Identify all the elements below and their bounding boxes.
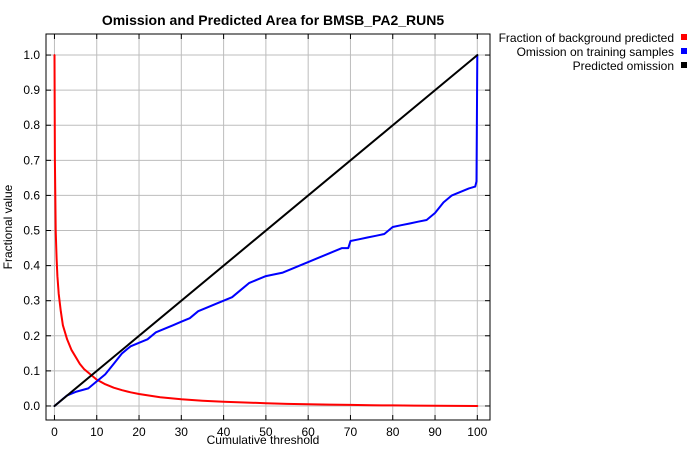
y-tick-label: 0.9 (23, 83, 40, 97)
legend-label: Predicted omission (573, 59, 674, 73)
y-tick-label: 1.0 (23, 48, 40, 62)
plot-frame (45, 33, 491, 421)
y-tick-label: 0.6 (23, 188, 40, 202)
legend-label: Fraction of background predicted (499, 31, 674, 45)
y-tick-label: 0.3 (23, 294, 40, 308)
y-tick-label: 0.5 (23, 224, 40, 238)
x-tick-label: 0 (51, 425, 58, 439)
x-tick-label: 20 (132, 425, 146, 439)
legend: Fraction of background predictedOmission… (499, 31, 687, 73)
x-tick-label: 60 (301, 425, 315, 439)
x-tick-label: 40 (217, 425, 231, 439)
series-line-1 (53, 54, 479, 407)
legend-label: Omission on training samples (517, 45, 674, 59)
series-line-2 (53, 54, 479, 407)
y-axis-label: Fractional value (1, 184, 15, 269)
x-tick-label: 50 (259, 425, 273, 439)
x-tick-label: 10 (90, 425, 104, 439)
y-tick-label: 0.8 (23, 118, 40, 132)
legend-swatch (681, 48, 687, 54)
legend-swatch (681, 62, 687, 68)
chart-title: Omission and Predicted Area for BMSB_PA2… (102, 12, 445, 28)
x-tick-label: 70 (344, 425, 358, 439)
x-tick-label: 30 (175, 425, 189, 439)
legend-swatch (681, 34, 687, 40)
y-tick-label: 0.4 (23, 259, 40, 273)
series-layer (53, 54, 479, 407)
x-tick-label: 80 (386, 425, 400, 439)
x-tick-label: 90 (428, 425, 442, 439)
grid-layer (46, 34, 490, 420)
x-axis-label: Cumulative threshold (207, 433, 320, 447)
y-tick-label: 0.7 (23, 153, 40, 167)
y-tick-label: 0.2 (23, 329, 40, 343)
y-tick-label: 0.1 (23, 364, 40, 378)
series-line-3 (53, 54, 479, 407)
y-tick-label: 0.0 (23, 399, 40, 413)
x-tick-label: 100 (467, 425, 487, 439)
tick-layer: 0 10 20 30 40 50 60 70 80 90 100 0.0 0.1 0.2 0.3 0.4 0.5… (23, 34, 490, 439)
